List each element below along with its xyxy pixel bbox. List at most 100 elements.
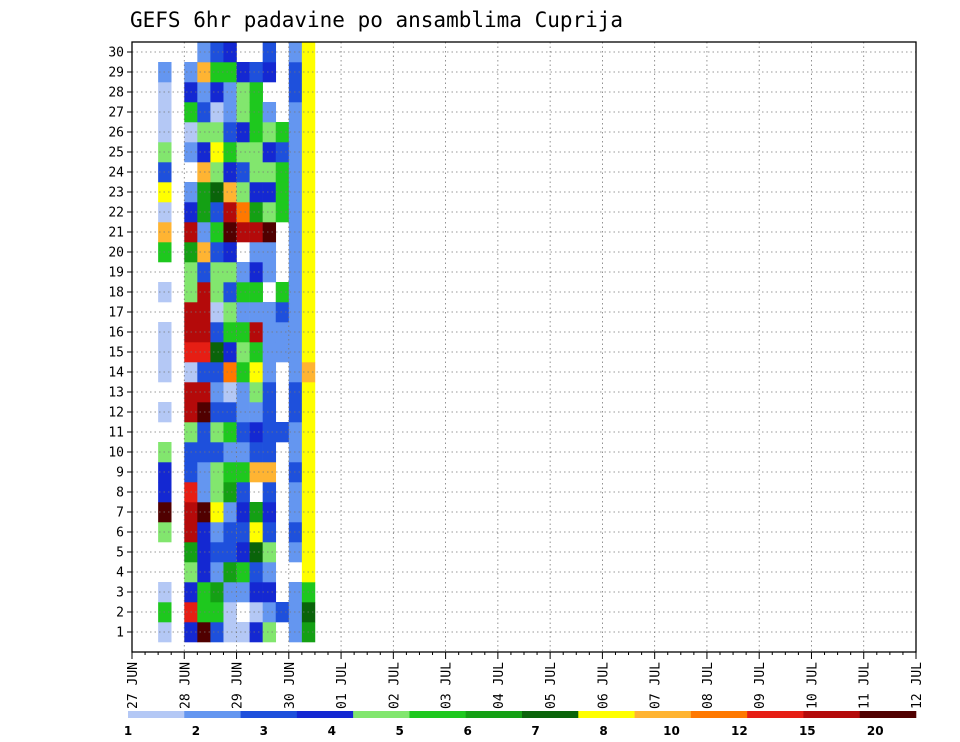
heatmap-cell — [223, 222, 237, 243]
heatmap-cell — [223, 62, 237, 83]
y-tick-label: 4 — [116, 566, 124, 581]
heatmap-cell — [236, 462, 250, 483]
y-tick-label: 20 — [108, 246, 124, 261]
heatmap-cell — [249, 302, 263, 323]
heatmap-cell — [223, 122, 237, 143]
heatmap-cell — [262, 502, 277, 523]
heatmap-cell — [236, 142, 250, 163]
y-tick-label: 15 — [108, 346, 124, 361]
heatmap-cell — [249, 102, 263, 123]
heatmap-cell — [262, 102, 277, 123]
y-tick-label: 25 — [108, 146, 124, 161]
heatmap-cell — [249, 462, 263, 483]
colorbar-label: 12 — [731, 724, 748, 738]
colorbar-label: 10 — [663, 724, 680, 738]
heatmap-cell — [249, 322, 263, 343]
heatmap-cell — [275, 302, 290, 323]
colorbar-swatch — [803, 711, 861, 718]
heatmap-cell — [210, 522, 224, 543]
heatmap-cell — [249, 182, 263, 203]
y-tick-label: 1 — [116, 626, 124, 641]
heatmap-cell — [249, 562, 263, 583]
y-tick-label: 10 — [108, 446, 124, 461]
heatmap-cell — [223, 382, 237, 403]
heatmap-cell — [262, 202, 277, 223]
heatmap-cell — [210, 162, 224, 183]
heatmap-cell — [236, 82, 250, 103]
heatmap-cell — [223, 102, 237, 123]
x-tick-label: 29 JUN — [231, 662, 246, 709]
heatmap-cell — [236, 442, 250, 463]
y-tick-label: 5 — [116, 546, 124, 561]
heatmap-cell — [262, 542, 277, 563]
heatmap-cell — [210, 322, 224, 343]
heatmap-cell — [223, 482, 237, 503]
heatmap-cell — [223, 462, 237, 483]
heatmap-cell — [275, 202, 290, 223]
x-tick-label: 09 JUL — [753, 662, 768, 709]
y-tick-label: 3 — [116, 586, 124, 601]
heatmap-cell — [249, 122, 263, 143]
heatmap-cell — [236, 222, 250, 243]
heatmap-cell — [223, 542, 237, 563]
heatmap-cell — [210, 442, 224, 463]
heatmap-cell — [262, 62, 277, 83]
heatmap-cell — [210, 502, 224, 523]
heatmap-cell — [210, 622, 224, 643]
heatmap-cell — [236, 282, 250, 303]
heatmap-cell — [210, 182, 224, 203]
heatmap-cell — [236, 502, 250, 523]
heatmap-cell — [223, 202, 237, 223]
heatmap-cell — [236, 582, 250, 603]
x-tick-label: 03 JUL — [440, 662, 455, 709]
heatmap-cell — [210, 142, 224, 163]
heatmap-cell — [210, 62, 224, 83]
heatmap-cell — [210, 462, 224, 483]
heatmap-cell — [249, 582, 263, 603]
heatmap-cell — [249, 382, 263, 403]
heatmap-cell — [210, 282, 224, 303]
heatmap-cell — [210, 262, 224, 283]
heatmap-cell — [223, 262, 237, 283]
x-tick-label: 11 JUL — [858, 662, 873, 709]
chart-grid — [132, 42, 916, 652]
heatmap-cell — [223, 402, 237, 423]
heatmap-cell — [262, 262, 277, 283]
heatmap-cell — [236, 202, 250, 223]
heatmap-cell — [223, 602, 237, 623]
colorbar-label: 1 — [124, 724, 132, 738]
colorbar-label: 5 — [396, 724, 404, 738]
heatmap-cell — [262, 162, 277, 183]
heatmap-cell — [236, 62, 250, 83]
heatmap-cell — [236, 522, 250, 543]
heatmap-cell — [249, 262, 263, 283]
heatmap-cell — [275, 322, 290, 343]
heatmap-cell — [249, 442, 263, 463]
heatmap-cell — [249, 402, 263, 423]
heatmap-cell — [262, 242, 277, 263]
heatmap-cell — [210, 202, 224, 223]
heatmap-cell — [210, 382, 224, 403]
y-tick-label: 24 — [108, 166, 124, 181]
heatmap-cell — [223, 182, 237, 203]
heatmap-cell — [236, 162, 250, 183]
heatmap-cell — [210, 222, 224, 243]
heatmap-cell — [236, 262, 250, 283]
y-tick-label: 17 — [108, 306, 124, 321]
heatmap-cell — [236, 542, 250, 563]
heatmap-cell — [210, 602, 224, 623]
colorbar-swatch — [634, 711, 692, 718]
heatmap-cell — [262, 622, 277, 643]
heatmap-cell — [236, 302, 250, 323]
heatmap-cell — [275, 162, 290, 183]
heatmap-cell — [210, 242, 224, 263]
heatmap-cell — [223, 502, 237, 523]
colorbar-label: 8 — [599, 724, 607, 738]
colorbar-label: 20 — [867, 724, 884, 738]
x-tick-label: 04 JUL — [492, 662, 507, 709]
x-tick-label: 01 JUL — [335, 662, 350, 709]
colorbar-swatch — [859, 711, 917, 718]
heatmap-cell — [223, 362, 237, 383]
heatmap-cell — [210, 362, 224, 383]
